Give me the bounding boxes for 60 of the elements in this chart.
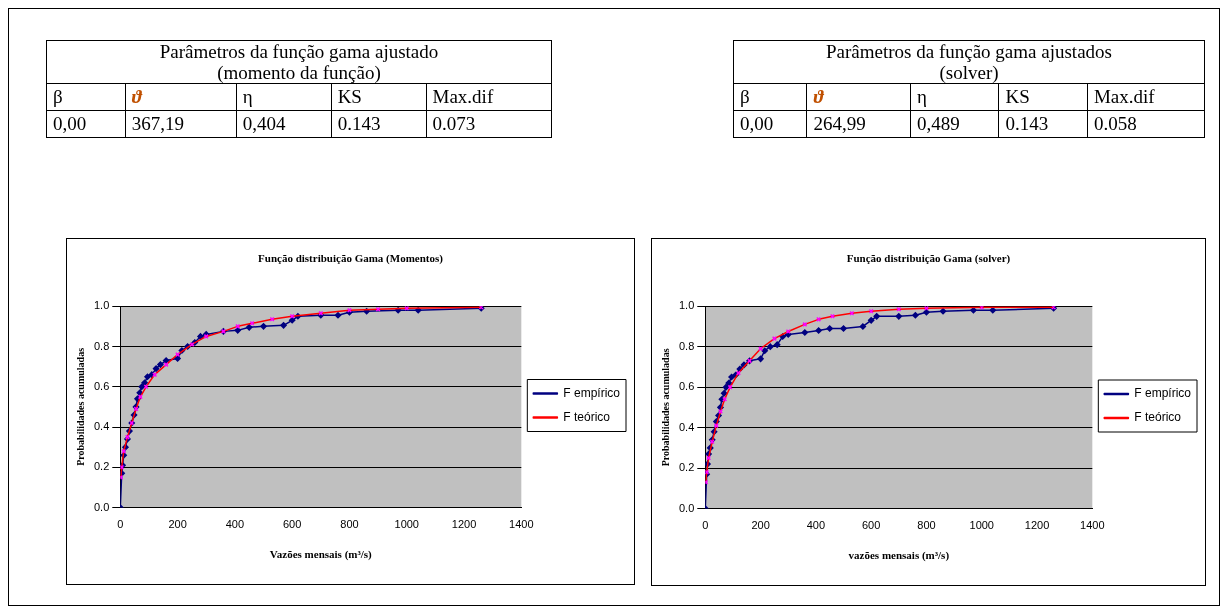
x-tick-label: 600 xyxy=(861,519,881,532)
y-axis-title: Probabilidades acumuladas xyxy=(74,347,86,466)
y-tick-label: 0.4 xyxy=(93,420,110,433)
text: 0.143 xyxy=(998,110,1088,138)
text: 0,00 xyxy=(733,110,807,138)
y-tick-label: 0.6 xyxy=(678,380,695,393)
y-tick-label: 1.0 xyxy=(678,299,695,312)
x-tick-label: 1200 xyxy=(451,518,477,531)
text: 264,99 xyxy=(806,110,911,138)
x-tick-label: 800 xyxy=(340,518,359,531)
text: Max.dif xyxy=(1087,83,1205,111)
text: ϑ xyxy=(806,83,911,111)
text: 367,19 xyxy=(125,110,237,138)
text: 0.073 xyxy=(426,110,552,138)
text: 0,404 xyxy=(236,110,332,138)
text: KS xyxy=(998,83,1088,111)
text: η xyxy=(910,83,999,111)
y-tick-label: 1.0 xyxy=(93,299,110,312)
x-tick-label: 1000 xyxy=(394,518,419,531)
y-tick-label: 0.2 xyxy=(678,461,695,474)
x-axis-title: Vazões mensais (m³/s) xyxy=(269,548,373,562)
legend-label: F teórico xyxy=(1134,410,1182,425)
text: β xyxy=(46,83,126,111)
x-tick-label: 1200 xyxy=(1024,519,1050,532)
text: 0.143 xyxy=(331,110,427,138)
y-tick-label: 0.8 xyxy=(93,339,110,352)
chart-title: Função distribuição Gama (solver) xyxy=(846,252,1011,266)
text: Parâmetros da função gama ajustado (momento da função) xyxy=(46,40,552,84)
x-tick-label: 1400 xyxy=(1080,519,1105,532)
chart-title: Função distribuição Gama (Momentos) xyxy=(258,252,444,266)
x-tick-label: 200 xyxy=(751,519,770,532)
x-tick-label: 0 xyxy=(117,518,124,531)
y-tick-label: 0.0 xyxy=(678,501,695,514)
y-tick-label: 0.0 xyxy=(93,500,110,513)
text: Max.dif xyxy=(426,83,552,111)
text: Parâmetros da função gama ajustados (solver) xyxy=(733,40,1205,84)
text: 0,489 xyxy=(910,110,999,138)
text: 0.058 xyxy=(1087,110,1205,138)
y-tick-label: 0.4 xyxy=(678,420,695,433)
y-tick-label: 0.2 xyxy=(93,460,110,473)
x-tick-label: 800 xyxy=(917,519,936,532)
y-tick-label: 0.8 xyxy=(678,339,695,352)
y-tick-label: 0.6 xyxy=(93,379,110,392)
x-tick-label: 400 xyxy=(806,519,826,532)
x-tick-label: 400 xyxy=(225,518,245,531)
x-tick-label: 1000 xyxy=(969,519,994,532)
text: ϑ xyxy=(125,83,237,111)
text: 0,00 xyxy=(46,110,126,138)
legend-label: F empírico xyxy=(563,385,621,400)
text: β xyxy=(733,83,807,111)
x-tick-label: 1400 xyxy=(509,518,534,531)
y-axis-title: Probabilidades acumuladas xyxy=(659,348,671,467)
legend-label: F teórico xyxy=(563,409,611,424)
x-tick-label: 600 xyxy=(282,518,302,531)
x-tick-label: 200 xyxy=(168,518,187,531)
x-tick-label: 0 xyxy=(702,519,709,532)
legend-label: F empírico xyxy=(1134,386,1192,401)
text: η xyxy=(236,83,332,111)
text: KS xyxy=(331,83,427,111)
x-axis-title: vazões mensais (m³/s) xyxy=(848,549,950,563)
